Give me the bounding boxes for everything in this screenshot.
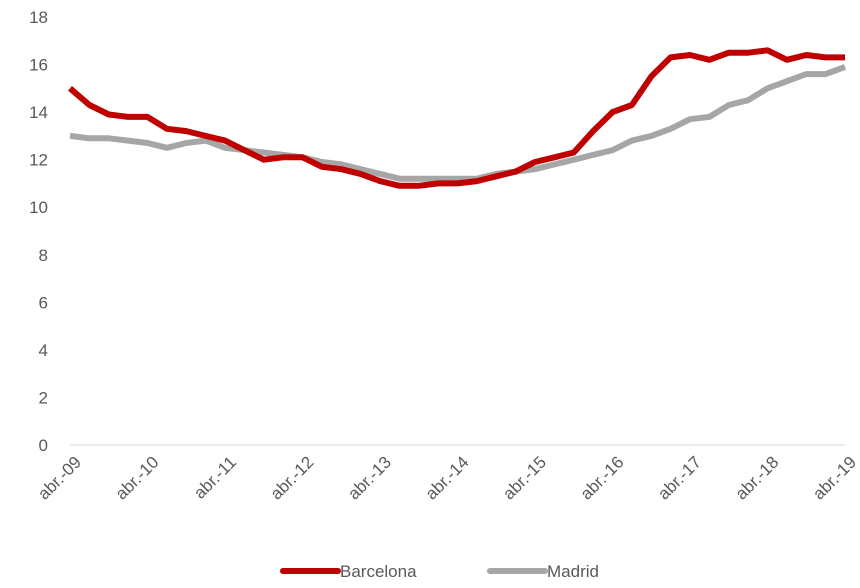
x-tick-label: abr.-16	[577, 453, 628, 504]
y-tick-label: 14	[29, 103, 48, 122]
legend-label: Barcelona	[340, 562, 417, 581]
y-tick-label: 6	[39, 293, 48, 312]
y-tick-label: 18	[29, 8, 48, 27]
line-series	[68, 47, 845, 189]
x-tick-label: abr.-10	[112, 453, 163, 504]
x-tick-label: abr.-14	[422, 453, 473, 504]
y-tick-label: 16	[29, 56, 48, 75]
x-tick-label: abr.-15	[499, 453, 550, 504]
y-tick-label: 8	[39, 246, 48, 265]
x-tick-label: abr.-09	[34, 453, 85, 504]
legend-label: Madrid	[547, 562, 599, 581]
line-series	[69, 64, 847, 182]
x-tick-label: abr.-13	[344, 453, 395, 504]
x-tick-label: abr.-11	[190, 453, 240, 503]
x-tick-label: abr.-19	[809, 453, 860, 504]
y-tick-label: 12	[29, 151, 48, 170]
x-tick-label: abr.-18	[732, 453, 783, 504]
y-tick-label: 0	[39, 436, 48, 455]
y-tick-label: 2	[39, 388, 48, 407]
x-tick-label: abr.-17	[654, 453, 705, 504]
y-tick-label: 10	[29, 198, 48, 217]
y-tick-label: 4	[39, 341, 48, 360]
x-tick-label: abr.-12	[267, 453, 318, 504]
